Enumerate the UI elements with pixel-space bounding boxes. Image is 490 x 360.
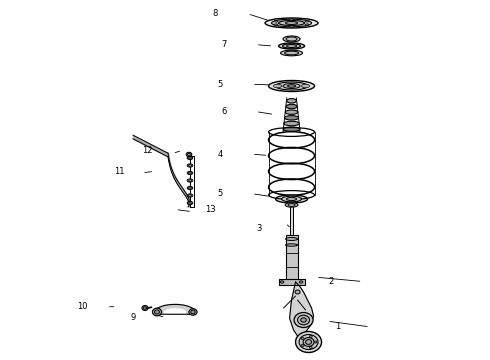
Ellipse shape (274, 21, 278, 22)
Ellipse shape (144, 307, 147, 309)
Ellipse shape (299, 281, 303, 283)
Text: 10: 10 (77, 302, 87, 311)
Ellipse shape (305, 24, 309, 26)
Ellipse shape (189, 202, 192, 204)
Ellipse shape (283, 84, 300, 89)
Ellipse shape (299, 334, 318, 350)
Text: 3: 3 (257, 224, 262, 233)
Ellipse shape (301, 84, 310, 88)
Ellipse shape (295, 290, 300, 294)
Ellipse shape (288, 85, 295, 87)
Ellipse shape (275, 195, 308, 203)
Ellipse shape (189, 165, 192, 166)
Ellipse shape (286, 244, 297, 246)
Bar (286, 235, 297, 282)
Ellipse shape (271, 19, 312, 27)
Ellipse shape (301, 344, 304, 347)
Ellipse shape (187, 194, 193, 197)
Ellipse shape (189, 157, 192, 159)
Ellipse shape (280, 281, 284, 283)
Ellipse shape (186, 152, 192, 157)
Ellipse shape (287, 99, 296, 103)
Ellipse shape (265, 18, 318, 28)
Polygon shape (290, 282, 314, 338)
Ellipse shape (284, 121, 299, 126)
Ellipse shape (274, 24, 278, 26)
Ellipse shape (152, 308, 162, 316)
Ellipse shape (287, 197, 296, 201)
Ellipse shape (281, 50, 302, 56)
Ellipse shape (286, 22, 297, 24)
Ellipse shape (290, 19, 294, 21)
Ellipse shape (275, 82, 308, 90)
Ellipse shape (282, 196, 301, 202)
Text: 7: 7 (221, 40, 226, 49)
Bar (278, 279, 305, 285)
Ellipse shape (187, 171, 193, 175)
Ellipse shape (306, 339, 312, 345)
Ellipse shape (309, 346, 312, 348)
Ellipse shape (295, 332, 321, 352)
Ellipse shape (187, 156, 193, 159)
Ellipse shape (305, 21, 309, 22)
Ellipse shape (191, 310, 195, 314)
Ellipse shape (269, 81, 315, 91)
Ellipse shape (187, 186, 193, 190)
Ellipse shape (286, 37, 297, 41)
Ellipse shape (288, 204, 295, 206)
Ellipse shape (303, 338, 314, 346)
Ellipse shape (301, 318, 306, 322)
Ellipse shape (285, 51, 298, 55)
Ellipse shape (297, 315, 310, 325)
Ellipse shape (189, 195, 192, 197)
Ellipse shape (187, 179, 193, 182)
Ellipse shape (301, 337, 304, 340)
Ellipse shape (187, 164, 193, 167)
Text: 11: 11 (115, 167, 125, 176)
Ellipse shape (189, 187, 192, 189)
Ellipse shape (286, 104, 297, 109)
Ellipse shape (286, 238, 297, 240)
Ellipse shape (315, 341, 317, 343)
Ellipse shape (283, 36, 300, 42)
Ellipse shape (189, 180, 192, 181)
Ellipse shape (189, 309, 197, 315)
Polygon shape (155, 305, 195, 314)
Ellipse shape (285, 116, 298, 120)
Ellipse shape (287, 45, 296, 48)
Ellipse shape (142, 306, 148, 310)
Ellipse shape (283, 127, 300, 131)
Text: 8: 8 (213, 9, 218, 18)
Ellipse shape (188, 153, 191, 156)
Ellipse shape (285, 203, 298, 207)
Text: 6: 6 (221, 107, 226, 116)
Ellipse shape (283, 44, 300, 48)
Text: 9: 9 (131, 313, 136, 322)
Ellipse shape (273, 84, 282, 88)
Text: 2: 2 (328, 277, 333, 286)
Ellipse shape (278, 43, 305, 49)
Text: 5: 5 (217, 80, 222, 89)
Ellipse shape (285, 110, 298, 114)
Ellipse shape (309, 336, 312, 338)
Ellipse shape (278, 21, 305, 26)
Text: 5: 5 (217, 189, 222, 198)
Text: 12: 12 (143, 146, 153, 155)
Ellipse shape (187, 201, 193, 204)
Text: 4: 4 (217, 150, 222, 159)
Ellipse shape (294, 312, 313, 328)
Ellipse shape (189, 172, 192, 174)
Ellipse shape (154, 310, 160, 314)
Ellipse shape (290, 26, 294, 27)
Text: 13: 13 (205, 205, 216, 214)
Bar (290, 205, 294, 235)
Text: 1: 1 (335, 323, 341, 331)
